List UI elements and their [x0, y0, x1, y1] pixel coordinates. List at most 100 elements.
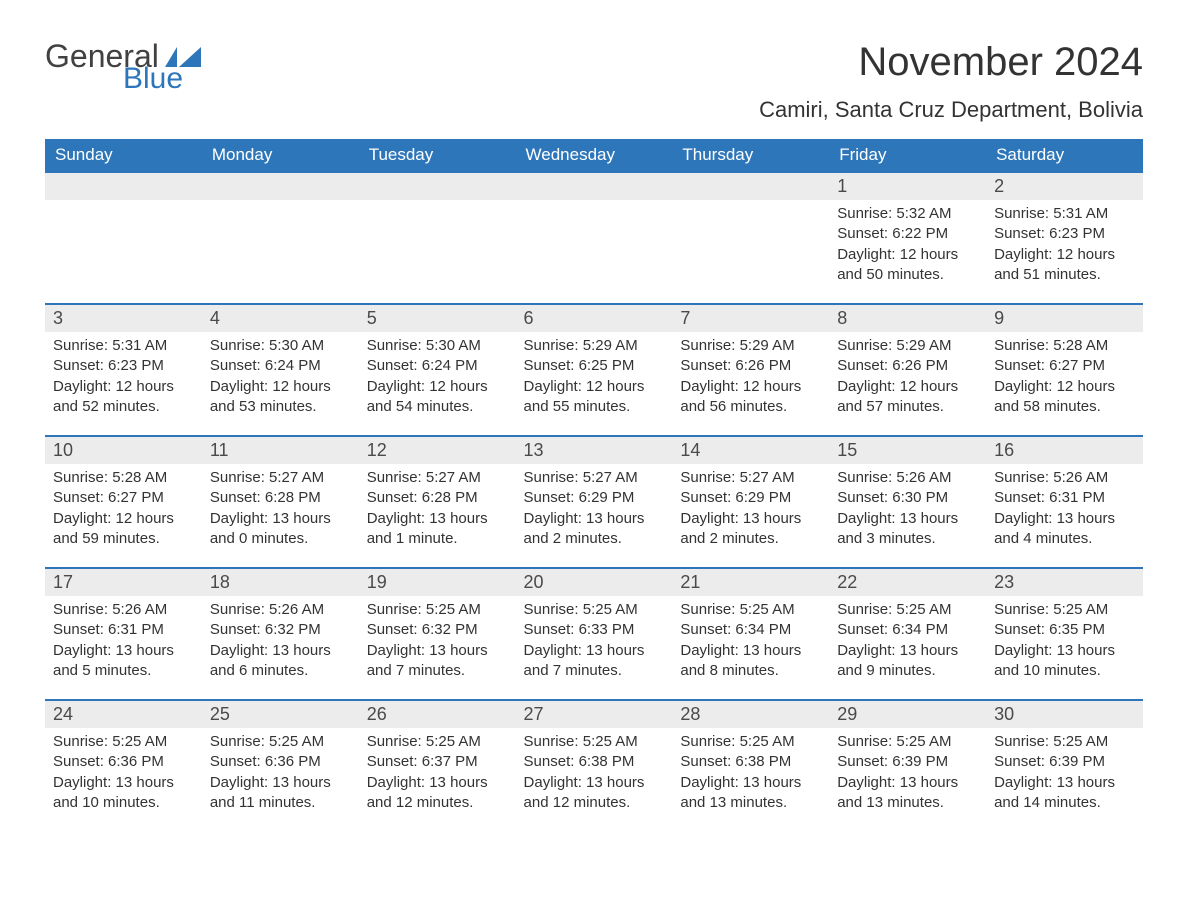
day-num-row-empty — [45, 173, 202, 200]
day-number: 14 — [672, 437, 829, 464]
dayhead-sunday: Sunday — [45, 139, 202, 172]
sunrise-line: Sunrise: 5:25 AM — [524, 600, 665, 620]
day-body: Sunrise: 5:31 AMSunset: 6:23 PMDaylight:… — [986, 200, 1143, 295]
calendar-week-4: 24Sunrise: 5:25 AMSunset: 6:36 PMDayligh… — [45, 700, 1143, 832]
day-number: 13 — [516, 437, 673, 464]
sunrise-line: Sunrise: 5:30 AM — [367, 336, 508, 356]
sunrise-line: Sunrise: 5:26 AM — [210, 600, 351, 620]
day-number: 27 — [516, 701, 673, 728]
calendar-week-3: 17Sunrise: 5:26 AMSunset: 6:31 PMDayligh… — [45, 568, 1143, 700]
day-num-row-empty — [359, 173, 516, 200]
daylight-line: Daylight: 13 hours and 0 minutes. — [210, 509, 351, 550]
daylight-line: Daylight: 12 hours and 57 minutes. — [837, 377, 978, 418]
day-body: Sunrise: 5:25 AMSunset: 6:37 PMDaylight:… — [359, 728, 516, 823]
sunrise-line: Sunrise: 5:25 AM — [210, 732, 351, 752]
dayhead-thursday: Thursday — [672, 139, 829, 172]
sunrise-line: Sunrise: 5:25 AM — [367, 600, 508, 620]
calendar-cell-6: 6Sunrise: 5:29 AMSunset: 6:25 PMDaylight… — [516, 304, 673, 436]
sunrise-line: Sunrise: 5:25 AM — [680, 732, 821, 752]
calendar-body: 1 Sunrise: 5:32 AMSunset: 6:22 PM Daylight… — [45, 172, 1143, 832]
sunrise-line: Sunrise: 5:27 AM — [680, 468, 821, 488]
empty-cell — [202, 172, 359, 304]
sunrise-line: Sunrise: 5:25 AM — [837, 600, 978, 620]
day-number: 3 — [45, 305, 202, 332]
dayhead-saturday: Saturday — [986, 139, 1143, 172]
day-number: 9 — [986, 305, 1143, 332]
calendar-cell-12: 12Sunrise: 5:27 AMSunset: 6:28 PMDayligh… — [359, 436, 516, 568]
day-body: Sunrise: 5:26 AMSunset: 6:31 PMDaylight:… — [45, 596, 202, 691]
empty-cell — [45, 172, 202, 304]
calendar-cell-24: 24Sunrise: 5:25 AMSunset: 6:36 PMDayligh… — [45, 700, 202, 832]
sunrise-line: Sunrise: 5:26 AM — [53, 600, 194, 620]
sunrise-line: Sunrise: 5:25 AM — [994, 600, 1135, 620]
day-number: 19 — [359, 569, 516, 596]
day-number: 17 — [45, 569, 202, 596]
day-number: 20 — [516, 569, 673, 596]
sunset-line: Sunset: 6:23 PM — [53, 356, 194, 376]
sunset-line: Sunset: 6:27 PM — [994, 356, 1135, 376]
daylight-line: Daylight: 12 hours and 55 minutes. — [524, 377, 665, 418]
day-body: Sunrise: 5:29 AMSunset: 6:26 PMDaylight:… — [829, 332, 986, 427]
sunrise-line: Sunrise: 5:25 AM — [994, 732, 1135, 752]
day-body: Sunrise: 5:25 AMSunset: 6:36 PMDaylight:… — [45, 728, 202, 823]
calendar-week-0: 1 Sunrise: 5:32 AMSunset: 6:22 PM Daylight… — [45, 172, 1143, 304]
logo-text-blue: Blue — [123, 64, 201, 94]
empty-cell — [359, 172, 516, 304]
day-body: Sunrise: 5:25 AMSunset: 6:32 PMDaylight:… — [359, 596, 516, 691]
daylight-line: Daylight: 12 hours and 51 minutes. — [994, 245, 1135, 286]
month-title: November 2024 — [759, 40, 1143, 85]
calendar-cell-18: 18Sunrise: 5:26 AMSunset: 6:32 PMDayligh… — [202, 568, 359, 700]
daylight-line: Daylight: 13 hours and 13 minutes. — [837, 773, 978, 814]
calendar-cell-3: 3Sunrise: 5:31 AMSunset: 6:23 PMDaylight… — [45, 304, 202, 436]
day-body: Sunrise: 5:25 AMSunset: 6:34 PMDaylight:… — [829, 596, 986, 691]
day-number: 2 — [986, 173, 1143, 200]
daylight-line: Daylight: 13 hours and 5 minutes. — [53, 641, 194, 682]
sunset-line: Sunset: 6:27 PM — [53, 488, 194, 508]
sunrise-line: Sunrise: 5:27 AM — [524, 468, 665, 488]
calendar-cell-27: 27Sunrise: 5:25 AMSunset: 6:38 PMDayligh… — [516, 700, 673, 832]
daylight-line: Daylight: 13 hours and 8 minutes. — [680, 641, 821, 682]
daylight-line: Daylight: 13 hours and 2 minutes. — [524, 509, 665, 550]
day-number: 15 — [829, 437, 986, 464]
day-number: 8 — [829, 305, 986, 332]
day-body: Sunrise: 5:26 AMSunset: 6:30 PMDaylight:… — [829, 464, 986, 559]
daylight-line: Daylight: 12 hours and 52 minutes. — [53, 377, 194, 418]
daylight-line: Daylight: 12 hours and 54 minutes. — [367, 377, 508, 418]
sunrise-line: Sunrise: 5:25 AM — [53, 732, 194, 752]
day-body: Sunrise: 5:25 AMSunset: 6:35 PMDaylight:… — [986, 596, 1143, 691]
day-number: 22 — [829, 569, 986, 596]
sunset-line: Sunset: 6:37 PM — [367, 752, 508, 772]
calendar-cell-21: 21Sunrise: 5:25 AMSunset: 6:34 PMDayligh… — [672, 568, 829, 700]
daylight-line: Daylight: 13 hours and 1 minute. — [367, 509, 508, 550]
sunset-line: Sunset: 6:29 PM — [680, 488, 821, 508]
dayhead-wednesday: Wednesday — [516, 139, 673, 172]
day-body: Sunrise: 5:25 AMSunset: 6:38 PMDaylight:… — [516, 728, 673, 823]
daylight-line: Daylight: 13 hours and 11 minutes. — [210, 773, 351, 814]
day-num-row-empty — [516, 173, 673, 200]
calendar-cell-29: 29Sunrise: 5:25 AMSunset: 6:39 PMDayligh… — [829, 700, 986, 832]
day-number: 6 — [516, 305, 673, 332]
calendar-cell-25: 25Sunrise: 5:25 AMSunset: 6:36 PMDayligh… — [202, 700, 359, 832]
sunrise-line: Sunrise: 5:32 AM — [837, 204, 978, 224]
day-body: Sunrise: 5:28 AMSunset: 6:27 PMDaylight:… — [986, 332, 1143, 427]
calendar-cell-4: 4Sunrise: 5:30 AMSunset: 6:24 PMDaylight… — [202, 304, 359, 436]
day-body: Sunrise: 5:30 AMSunset: 6:24 PMDaylight:… — [202, 332, 359, 427]
calendar-cell-15: 15Sunrise: 5:26 AMSunset: 6:30 PMDayligh… — [829, 436, 986, 568]
daylight-line: Daylight: 13 hours and 12 minutes. — [524, 773, 665, 814]
sunset-line: Sunset: 6:38 PM — [524, 752, 665, 772]
sunset-line: Sunset: 6:22 PM — [837, 224, 978, 244]
daylight-line: Daylight: 13 hours and 7 minutes. — [524, 641, 665, 682]
calendar-cell-28: 28Sunrise: 5:25 AMSunset: 6:38 PMDayligh… — [672, 700, 829, 832]
day-number: 23 — [986, 569, 1143, 596]
sunset-line: Sunset: 6:36 PM — [53, 752, 194, 772]
day-body: Sunrise: 5:29 AMSunset: 6:26 PMDaylight:… — [672, 332, 829, 427]
day-number: 4 — [202, 305, 359, 332]
sunset-line: Sunset: 6:31 PM — [994, 488, 1135, 508]
day-body: Sunrise: 5:30 AMSunset: 6:24 PMDaylight:… — [359, 332, 516, 427]
sunset-line: Sunset: 6:30 PM — [837, 488, 978, 508]
sunset-line: Sunset: 6:28 PM — [210, 488, 351, 508]
day-body: Sunrise: 5:25 AMSunset: 6:39 PMDaylight:… — [986, 728, 1143, 823]
day-body: Sunrise: 5:25 AMSunset: 6:38 PMDaylight:… — [672, 728, 829, 823]
day-number: 1 — [829, 173, 986, 200]
sunset-line: Sunset: 6:34 PM — [680, 620, 821, 640]
